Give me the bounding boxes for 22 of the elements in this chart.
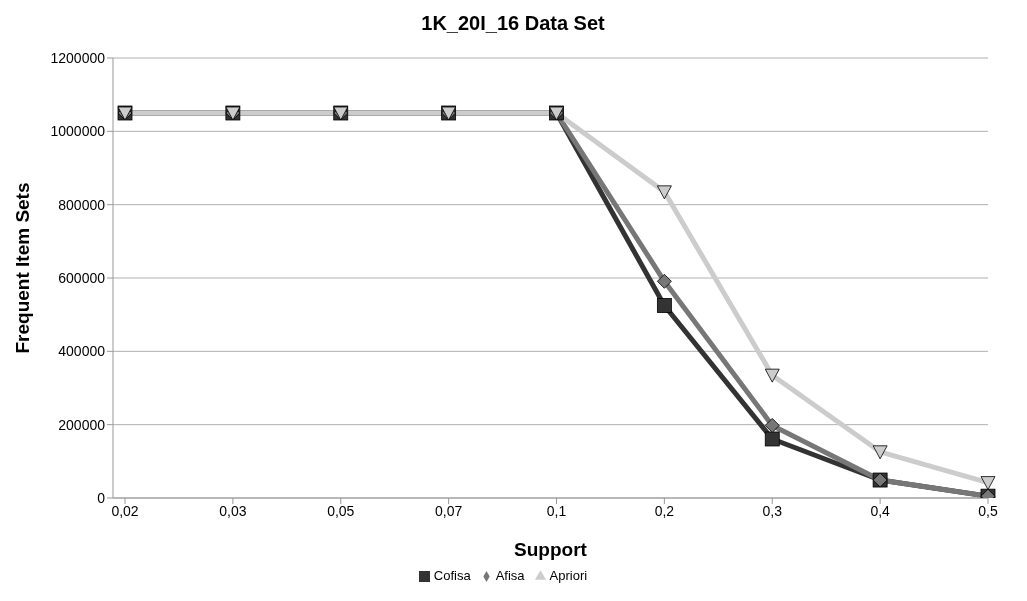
x-tick-label: 0,2 bbox=[654, 502, 675, 519]
legend-label: Afisa bbox=[495, 568, 525, 583]
x-axis-title: Support bbox=[514, 539, 588, 560]
x-tick-label: 0,03 bbox=[219, 502, 247, 519]
x-tick-label: 0,05 bbox=[327, 502, 355, 519]
x-tick-label: 0,3 bbox=[762, 502, 783, 519]
y-tick-label: 600000 bbox=[58, 269, 106, 286]
x-tick-label: 0,02 bbox=[111, 502, 139, 519]
y-tick-label: 200000 bbox=[58, 416, 106, 433]
x-tick-label: 0,07 bbox=[435, 502, 463, 519]
legend-label: Cofisa bbox=[433, 568, 471, 583]
y-tick-label: 1000000 bbox=[50, 123, 106, 140]
y-tick-label: 800000 bbox=[58, 196, 106, 213]
chart-title: 1K_20I_16 Data Set bbox=[420, 11, 606, 36]
y-tick-label: 400000 bbox=[58, 343, 106, 360]
y-tick-label: 1200000 bbox=[50, 49, 106, 66]
x-tick-label: 0,1 bbox=[546, 502, 567, 519]
x-tick-label: 0,5 bbox=[978, 502, 998, 519]
legend-label: Apriori bbox=[549, 568, 588, 583]
y-tick-label: 0 bbox=[97, 489, 106, 506]
x-tick-label: 0,4 bbox=[870, 502, 891, 519]
y-axis-title: Frequent Item Sets bbox=[12, 182, 34, 354]
